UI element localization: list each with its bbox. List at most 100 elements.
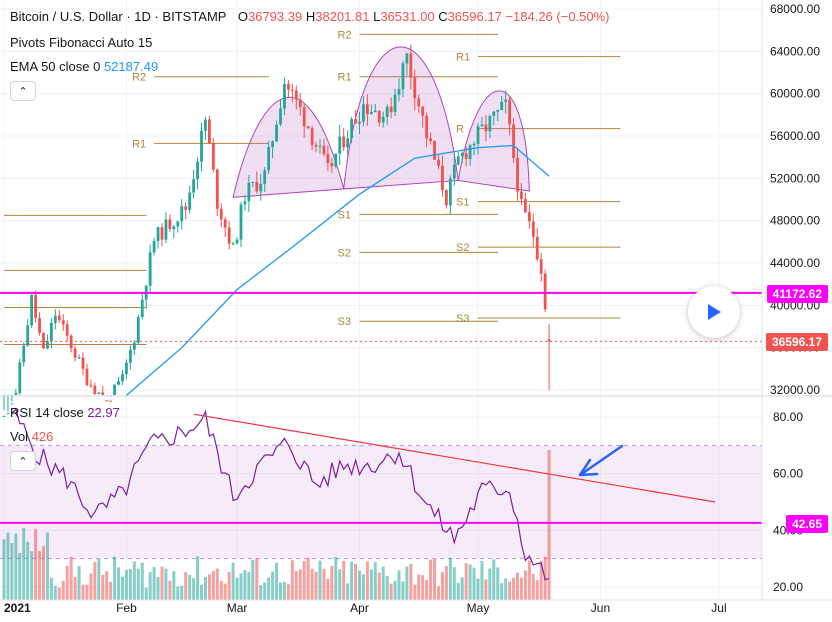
candle-body [488, 115, 492, 132]
candle-body [65, 324, 69, 336]
candle-body [437, 159, 440, 166]
candle-body [136, 316, 140, 343]
volume-bar [168, 580, 172, 600]
candle-body [57, 315, 61, 321]
price-tick-label: 60000.00 [770, 87, 820, 101]
pivot-label: S2 [338, 247, 351, 259]
volume-bar [239, 573, 243, 600]
candle-body [539, 259, 543, 274]
rsi-line [11, 407, 550, 581]
candle-body [125, 362, 128, 375]
candle-body [417, 98, 421, 107]
candle-body [441, 165, 444, 191]
candle-body [251, 181, 255, 183]
rsi-level-tag[interactable]: 42.65 [785, 515, 828, 533]
volume-bar [452, 567, 456, 600]
high-value: 38201.81 [315, 9, 370, 24]
candle-body [18, 362, 22, 393]
candle-body [445, 190, 448, 206]
volume-bar [322, 569, 326, 600]
candle-body [215, 169, 219, 209]
collapse-legend-button[interactable]: ⌃ [10, 81, 36, 101]
candle-body [211, 143, 215, 170]
pivot-label: R1 [132, 138, 146, 150]
price-tick-label: 32000.00 [770, 383, 820, 397]
play-button[interactable] [688, 286, 740, 338]
volume-bar [508, 581, 512, 600]
rsi-pane [0, 444, 762, 560]
rsi-tick-label: 20.00 [773, 580, 803, 594]
left-shoulder-shape [232, 96, 345, 198]
candle-body [38, 317, 41, 333]
candle-body [373, 110, 377, 113]
candle-body [77, 357, 81, 359]
volume-bar [306, 557, 310, 600]
price-tick-label: 64000.00 [770, 44, 820, 58]
volume-bar [365, 561, 369, 600]
volume-bar [26, 541, 30, 600]
horizontal-lines[interactable] [0, 291, 762, 524]
volume-bar [97, 558, 101, 600]
candle-body [504, 99, 508, 102]
volume-bar [18, 553, 22, 600]
candle-body [26, 325, 30, 346]
volume-bar [192, 578, 196, 600]
volume-bar [188, 574, 192, 600]
volume-bar [334, 557, 338, 600]
annotations[interactable] [193, 413, 716, 503]
candle-body [184, 206, 188, 210]
price-tick-label: 52000.00 [770, 171, 820, 185]
candle-body [385, 106, 389, 117]
volume-bar [512, 577, 516, 600]
volume-bar [235, 577, 239, 600]
volume-bar [468, 564, 472, 600]
candle-body [421, 106, 425, 116]
ema-label: EMA 50 close 0 [10, 59, 101, 74]
candle-body [176, 221, 180, 227]
candle-body [310, 128, 314, 145]
volume-bar [472, 567, 476, 600]
candle-body [306, 126, 310, 129]
candle-body [448, 178, 452, 206]
candle-body [377, 110, 381, 123]
volume-bar [354, 563, 358, 600]
volume-bar [38, 550, 42, 600]
candle-body [85, 368, 89, 386]
volume-bar [263, 582, 267, 600]
candle-body [381, 116, 385, 123]
candle-body [121, 374, 124, 382]
volume-bars [2, 450, 551, 600]
ema-legend[interactable]: EMA 50 close 0 52187.49 [10, 59, 158, 74]
vol-label: Vol [10, 429, 29, 444]
candle-body [492, 111, 496, 116]
candle-body [259, 183, 263, 192]
candle-body [480, 124, 484, 127]
candle-body [468, 145, 472, 159]
volume-bar [531, 573, 535, 600]
candle-body [172, 226, 176, 229]
vol-legend[interactable]: Vol 426 [10, 429, 53, 444]
candle-body [275, 124, 278, 142]
candle-body [330, 163, 334, 167]
volume-bar [350, 561, 354, 600]
candle-body [531, 221, 535, 237]
candle-body [243, 201, 247, 205]
rsi-legend[interactable]: RSI 14 close 22.97 [10, 405, 120, 420]
candle-body [271, 141, 274, 148]
volume-bar [10, 543, 14, 600]
pivots-legend[interactable]: Pivots Fibonacci Auto 15 [10, 35, 152, 50]
candle-body [397, 89, 401, 95]
candle-body [342, 136, 346, 148]
candle-body [200, 130, 203, 162]
volume-bar [318, 560, 322, 600]
pivot-label: R [456, 124, 464, 136]
candle-body [298, 99, 302, 108]
collapse-indicator-button[interactable]: ⌃ [10, 451, 36, 471]
volume-bar [172, 571, 176, 600]
candle-body [484, 124, 488, 132]
candle-body [346, 138, 350, 148]
horizontal-level-tag[interactable]: 41172.62 [766, 285, 828, 303]
candle-body [302, 107, 306, 127]
candle-body [97, 392, 101, 394]
price-tick-label: 56000.00 [770, 129, 820, 143]
